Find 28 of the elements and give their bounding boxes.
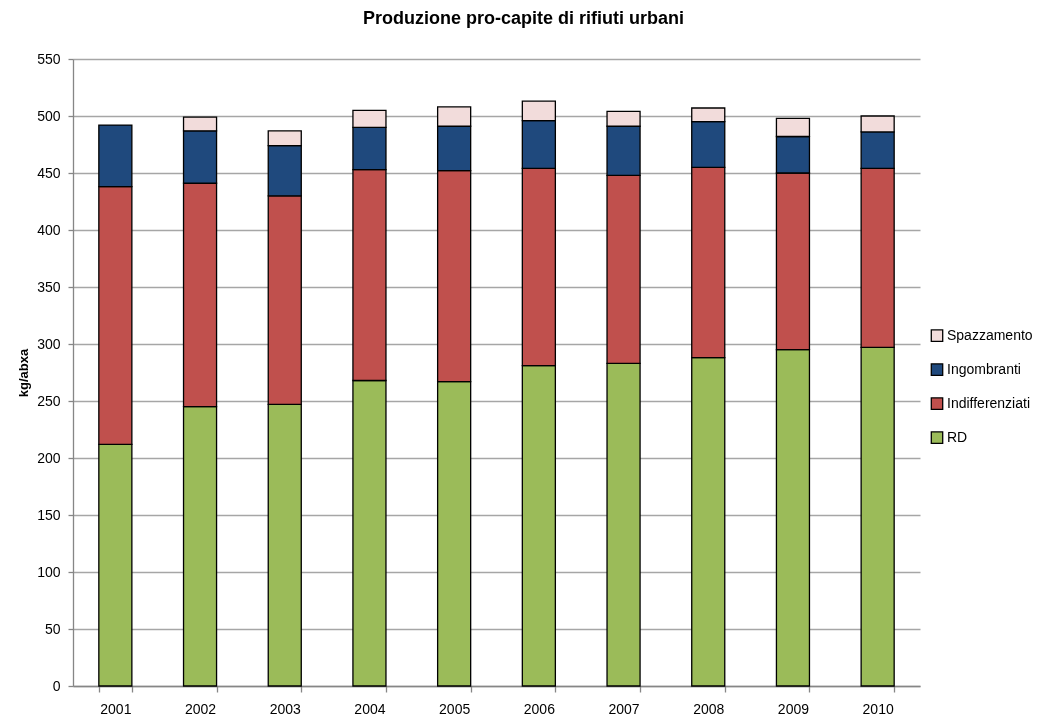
y-tick-label: 250 xyxy=(37,392,61,409)
y-tick-label: 450 xyxy=(37,164,61,181)
x-tick-label: 2002 xyxy=(184,700,217,717)
x-tick-label: 2004 xyxy=(354,700,386,717)
x-tick-label: 2001 xyxy=(100,700,132,717)
y-tick-label: 550 xyxy=(37,50,61,67)
y-tick-label: 50 xyxy=(44,620,61,637)
y-tick-label: 400 xyxy=(37,221,61,238)
x-tick-label: 2006 xyxy=(523,700,556,717)
x-tick-label: 2005 xyxy=(439,700,471,717)
x-tick-label: 2008 xyxy=(693,700,725,717)
y-tick-label: 100 xyxy=(37,563,61,580)
chart-title: Produzione pro-capite di rifiuti urbani xyxy=(362,8,685,28)
legend-label: RD xyxy=(947,428,968,445)
y-tick-label: 200 xyxy=(37,449,61,466)
legend-label: Indifferenziati xyxy=(947,394,1031,411)
legend-label: Spazzamento xyxy=(947,326,1033,343)
legend-label: Ingombranti xyxy=(947,360,1021,377)
x-tick-label: 2010 xyxy=(862,700,894,717)
y-axis-title: kg/abxa xyxy=(16,348,32,398)
y-tick-label: 500 xyxy=(37,107,61,124)
x-tick-label: 2007 xyxy=(608,700,640,717)
y-tick-label: 300 xyxy=(37,335,61,352)
x-tick-label: 2009 xyxy=(777,700,810,717)
x-tick-label: 2003 xyxy=(269,700,302,717)
y-tick-label: 150 xyxy=(37,506,61,523)
y-tick-label: 0 xyxy=(52,677,61,694)
y-tick-label: 350 xyxy=(37,278,61,295)
